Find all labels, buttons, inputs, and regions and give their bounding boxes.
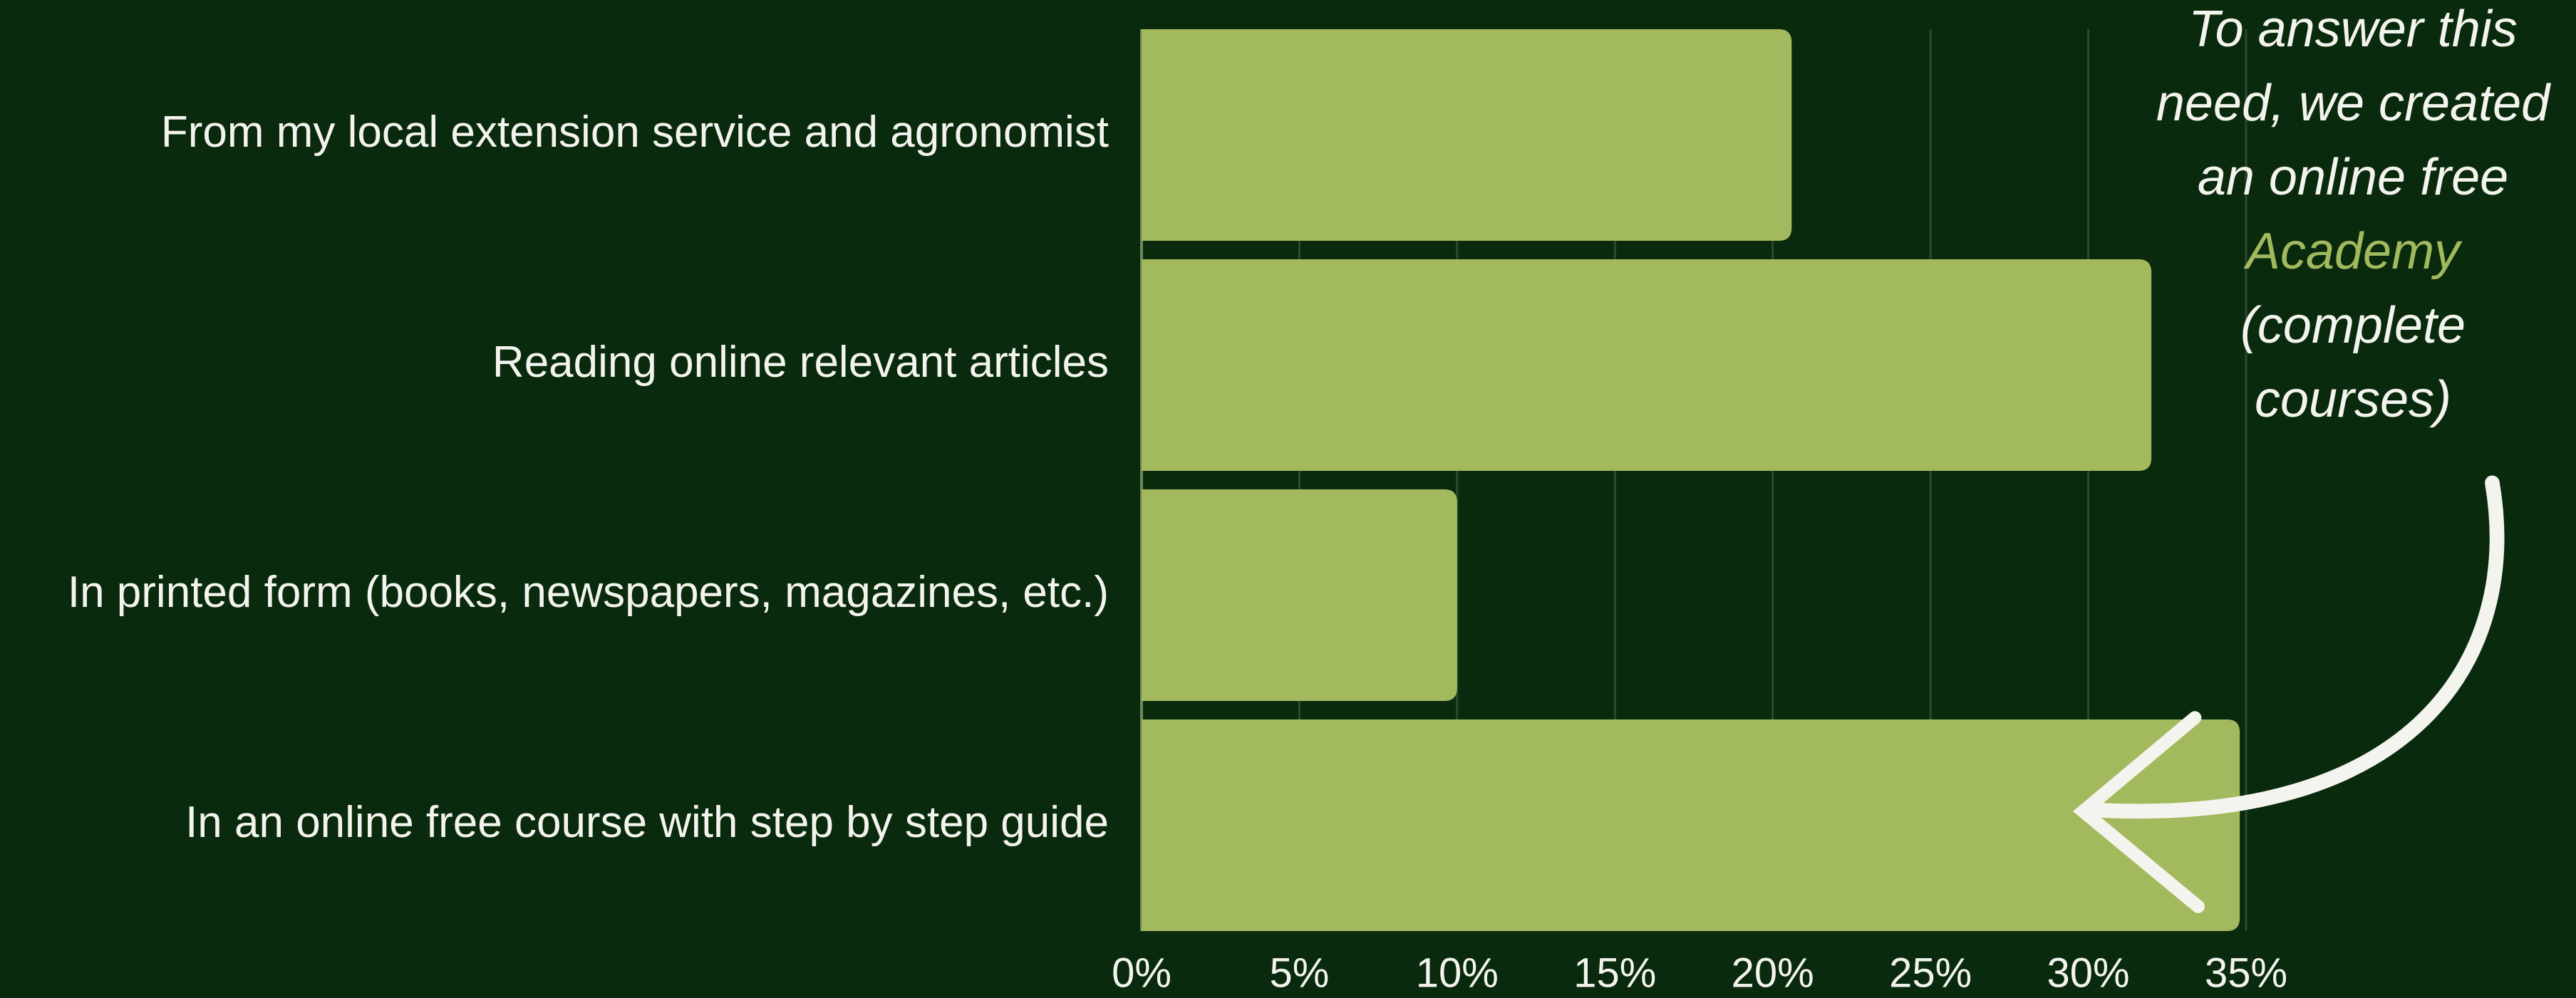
x-tick-label: 10% (1416, 950, 1499, 996)
bar (1142, 719, 2240, 931)
annotation-line: courses) (2255, 371, 2451, 428)
arrow-head (2072, 711, 2205, 913)
arrow-shaft (2082, 475, 2505, 819)
category-label: In an online free course with step by st… (185, 798, 1109, 847)
x-tick-label: 35% (2205, 950, 2287, 996)
arrow (2072, 475, 2505, 913)
x-tick-label: 20% (1732, 950, 1814, 996)
labels: 0% 5% 10% 15% 20% 25% 30% 35% From my local exte… (68, 1, 2551, 996)
bar (1142, 29, 1792, 241)
bar (1142, 489, 1457, 701)
annotation-line: (complete (2240, 297, 2466, 354)
category-label: Reading online relevant articles (492, 338, 1109, 387)
annotation-line: need, we created (2156, 75, 2551, 132)
x-tick-label: 25% (1889, 950, 1972, 996)
x-tick-label: 30% (2047, 950, 2130, 996)
bars (1142, 29, 2240, 931)
annotation-line: an online free (2198, 149, 2508, 206)
category-label: From my local extension service and agro… (161, 108, 1109, 157)
x-tick-label: 0% (1112, 950, 1171, 996)
annotation-line: Academy (2243, 223, 2463, 280)
x-tick-label: 5% (1270, 950, 1330, 996)
category-label: In printed form (books, newspapers, maga… (68, 568, 1109, 617)
x-tick-label: 15% (1573, 950, 1656, 996)
bar (1142, 259, 2152, 471)
annotation-line: To answer this (2188, 1, 2518, 58)
